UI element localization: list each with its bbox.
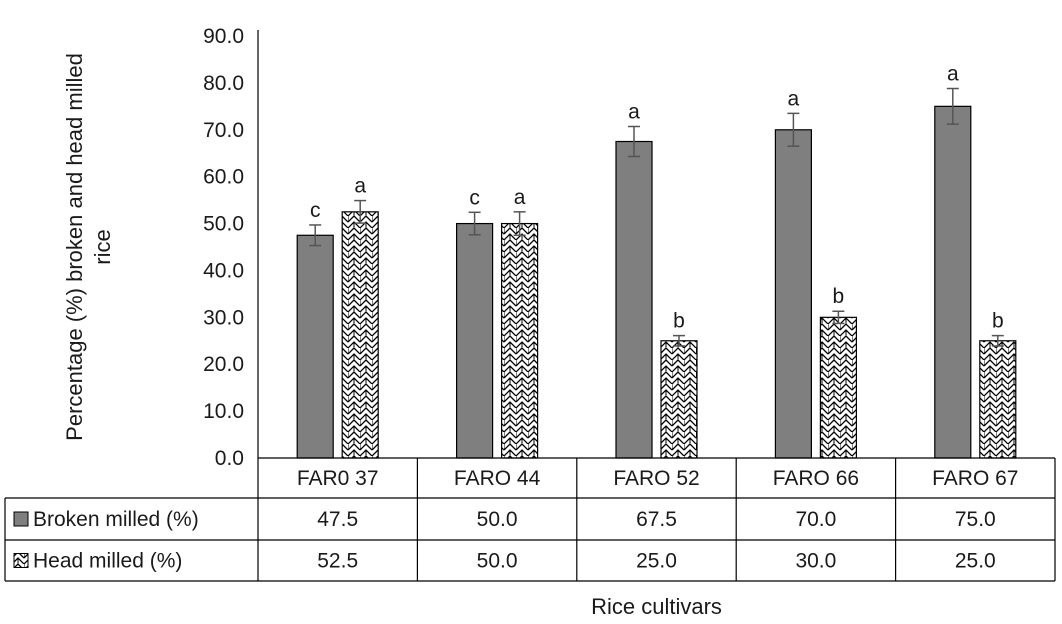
y-axis-title-line: Percentage (%) broken and head milled [62,53,87,441]
bars: c a c a a b a b a b [296,63,1017,459]
y-axis-title-line: rice [90,229,115,264]
significance-letter: a [514,186,526,209]
y-axis-ticks: 0.0 10.0 20.0 30.0 40.0 50.0 60.0 70.0 80.0 90.0 [203,25,259,470]
table-value: 75.0 [955,508,996,531]
y-tick-label: 30.0 [203,306,244,329]
head-milled-bar [819,316,858,459]
legend-key [13,511,29,527]
y-tick-label: 80.0 [203,72,244,95]
broken-milled-bar [934,105,972,459]
significance-letter: a [354,175,366,198]
table-value: 25.0 [636,550,677,573]
y-tick-label: 40.0 [203,259,244,282]
table-value: 52.5 [317,550,358,573]
y-tick-label: 10.0 [203,400,244,423]
significance-letter: a [628,100,640,123]
head-milled-bar [979,340,1017,459]
significance-letter: b [992,310,1004,333]
legend-key [13,553,29,568]
series-name: Broken milled (%) [33,508,199,531]
broken-milled-bar [615,140,653,459]
table-value: 50.0 [477,508,518,531]
y-tick-label: 90.0 [203,25,244,48]
table-value: 67.5 [636,508,677,531]
category-label: FARO 52 [613,467,699,490]
data-table: FAR0 37 FARO 44 FARO 52 FARO 66 FARO 67 Broke… [4,457,1056,582]
table-value: 50.0 [477,550,518,573]
category-label: FARO 44 [454,467,541,490]
y-tick-label: 50.0 [203,213,244,236]
head-milled-bar [660,340,698,459]
head-milled-bar [341,211,379,459]
significance-letter: a [788,87,800,110]
table-value: 25.0 [955,550,996,573]
significance-letter: c [310,199,321,222]
table-value: 47.5 [317,508,358,531]
significance-letter: a [947,63,959,86]
significance-letter: b [833,285,845,308]
significance-letter: c [469,186,480,209]
table-value: 30.0 [795,550,836,573]
broken-milled-bar [456,222,494,459]
category-label: FAR0 37 [297,467,379,490]
category-label: FARO 66 [773,467,859,490]
table-value: 70.0 [795,508,836,531]
y-tick-label: 70.0 [203,119,244,142]
broken-milled-bar [774,129,813,459]
y-tick-label: 60.0 [203,166,244,189]
broken-milled-bar [296,234,334,459]
y-axis-title: Percentage (%) broken and head milled ric… [62,53,115,441]
significance-letter: b [673,310,685,333]
x-axis-title: Rice cultivars [591,594,722,619]
y-tick-label: 20.0 [203,353,244,376]
y-tick-label: 0.0 [215,447,244,470]
category-label: FARO 67 [932,467,1018,490]
head-milled-bar [501,222,539,459]
series-name: Head milled (%) [33,550,182,573]
